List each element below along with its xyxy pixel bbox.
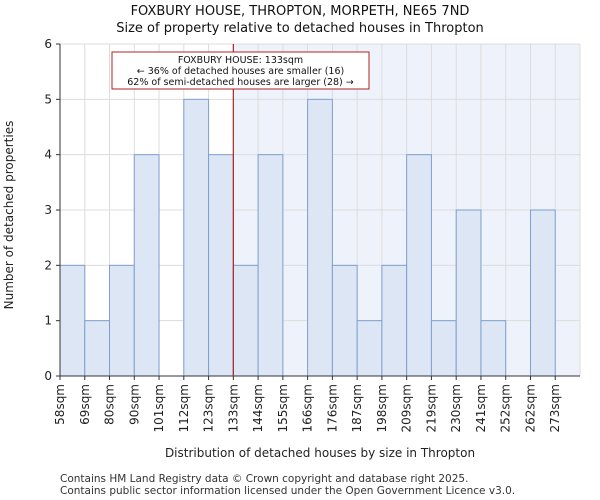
annotation-line: ← 36% of detached houses are smaller (16… xyxy=(137,66,344,77)
bar xyxy=(208,154,234,377)
x-tick-label: 262sqm xyxy=(523,384,537,432)
x-tick-label: 133sqm xyxy=(226,384,240,432)
x-axis-label: Distribution of detached houses by size … xyxy=(165,446,475,460)
x-tick-label: 273sqm xyxy=(548,384,562,432)
y-tick-label: 2 xyxy=(44,258,52,272)
y-tick-label: 1 xyxy=(44,314,52,328)
bar xyxy=(84,320,111,377)
x-tick-label: 176sqm xyxy=(325,384,339,432)
bar xyxy=(257,154,284,377)
bar xyxy=(133,154,160,377)
annotation-line: 62% of semi-detached houses are larger (… xyxy=(127,77,354,88)
x-tick-label: 155sqm xyxy=(276,384,290,432)
x-tick-label: 112sqm xyxy=(177,384,191,432)
x-tick-label: 209sqm xyxy=(400,384,414,432)
x-tick-label: 123sqm xyxy=(202,384,216,432)
chart-subtitle: Size of property relative to detached ho… xyxy=(116,21,484,36)
x-tick-label: 187sqm xyxy=(350,384,364,432)
bar-chart: 0 1 2 3 4 5 6 58sqm 69sqm 80sqm 90sqm 101sqm 112sqm 1… xyxy=(2,37,581,460)
y-tick-label: 0 xyxy=(44,369,52,383)
x-tick-label: 144sqm xyxy=(251,384,265,432)
bar xyxy=(232,264,259,377)
x-tick-label: 80sqm xyxy=(103,384,117,425)
x-tick-label: 219sqm xyxy=(424,384,438,432)
bar xyxy=(480,320,507,377)
x-tick-label: 198sqm xyxy=(375,384,389,432)
bar xyxy=(430,320,457,377)
y-tick-label: 4 xyxy=(44,148,52,162)
bar xyxy=(381,264,408,377)
y-tick-label: 5 xyxy=(44,92,52,106)
annotation-line: FOXBURY HOUSE: 133sqm xyxy=(178,55,303,66)
x-tick-label: 166sqm xyxy=(301,384,315,432)
x-tick-label: 58sqm xyxy=(53,384,67,425)
bar xyxy=(356,320,383,377)
bar xyxy=(406,154,432,377)
footer-copyright: Contains HM Land Registry data © Crown c… xyxy=(60,473,469,485)
chart-title: FOXBURY HOUSE, THROPTON, MORPETH, NE65 7… xyxy=(130,4,470,19)
bar xyxy=(307,98,333,377)
annotation-box xyxy=(111,51,370,90)
bar xyxy=(183,98,210,377)
bar xyxy=(331,264,358,377)
bar xyxy=(59,264,86,377)
y-axis-label: Number of detached properties xyxy=(2,121,16,310)
bar xyxy=(109,264,135,377)
x-tick-label: 252sqm xyxy=(499,384,513,432)
bar xyxy=(529,209,556,377)
x-tick-label: 90sqm xyxy=(127,384,141,425)
x-tick-label: 241sqm xyxy=(474,384,488,432)
x-tick-label: 230sqm xyxy=(449,384,463,432)
footer-licence: Contains public sector information licen… xyxy=(60,485,516,497)
y-tick-label: 6 xyxy=(44,37,52,51)
x-tick-label: 69sqm xyxy=(78,384,92,425)
y-tick-label: 3 xyxy=(44,203,52,217)
x-tick-label: 101sqm xyxy=(152,384,166,432)
bar xyxy=(455,209,482,377)
